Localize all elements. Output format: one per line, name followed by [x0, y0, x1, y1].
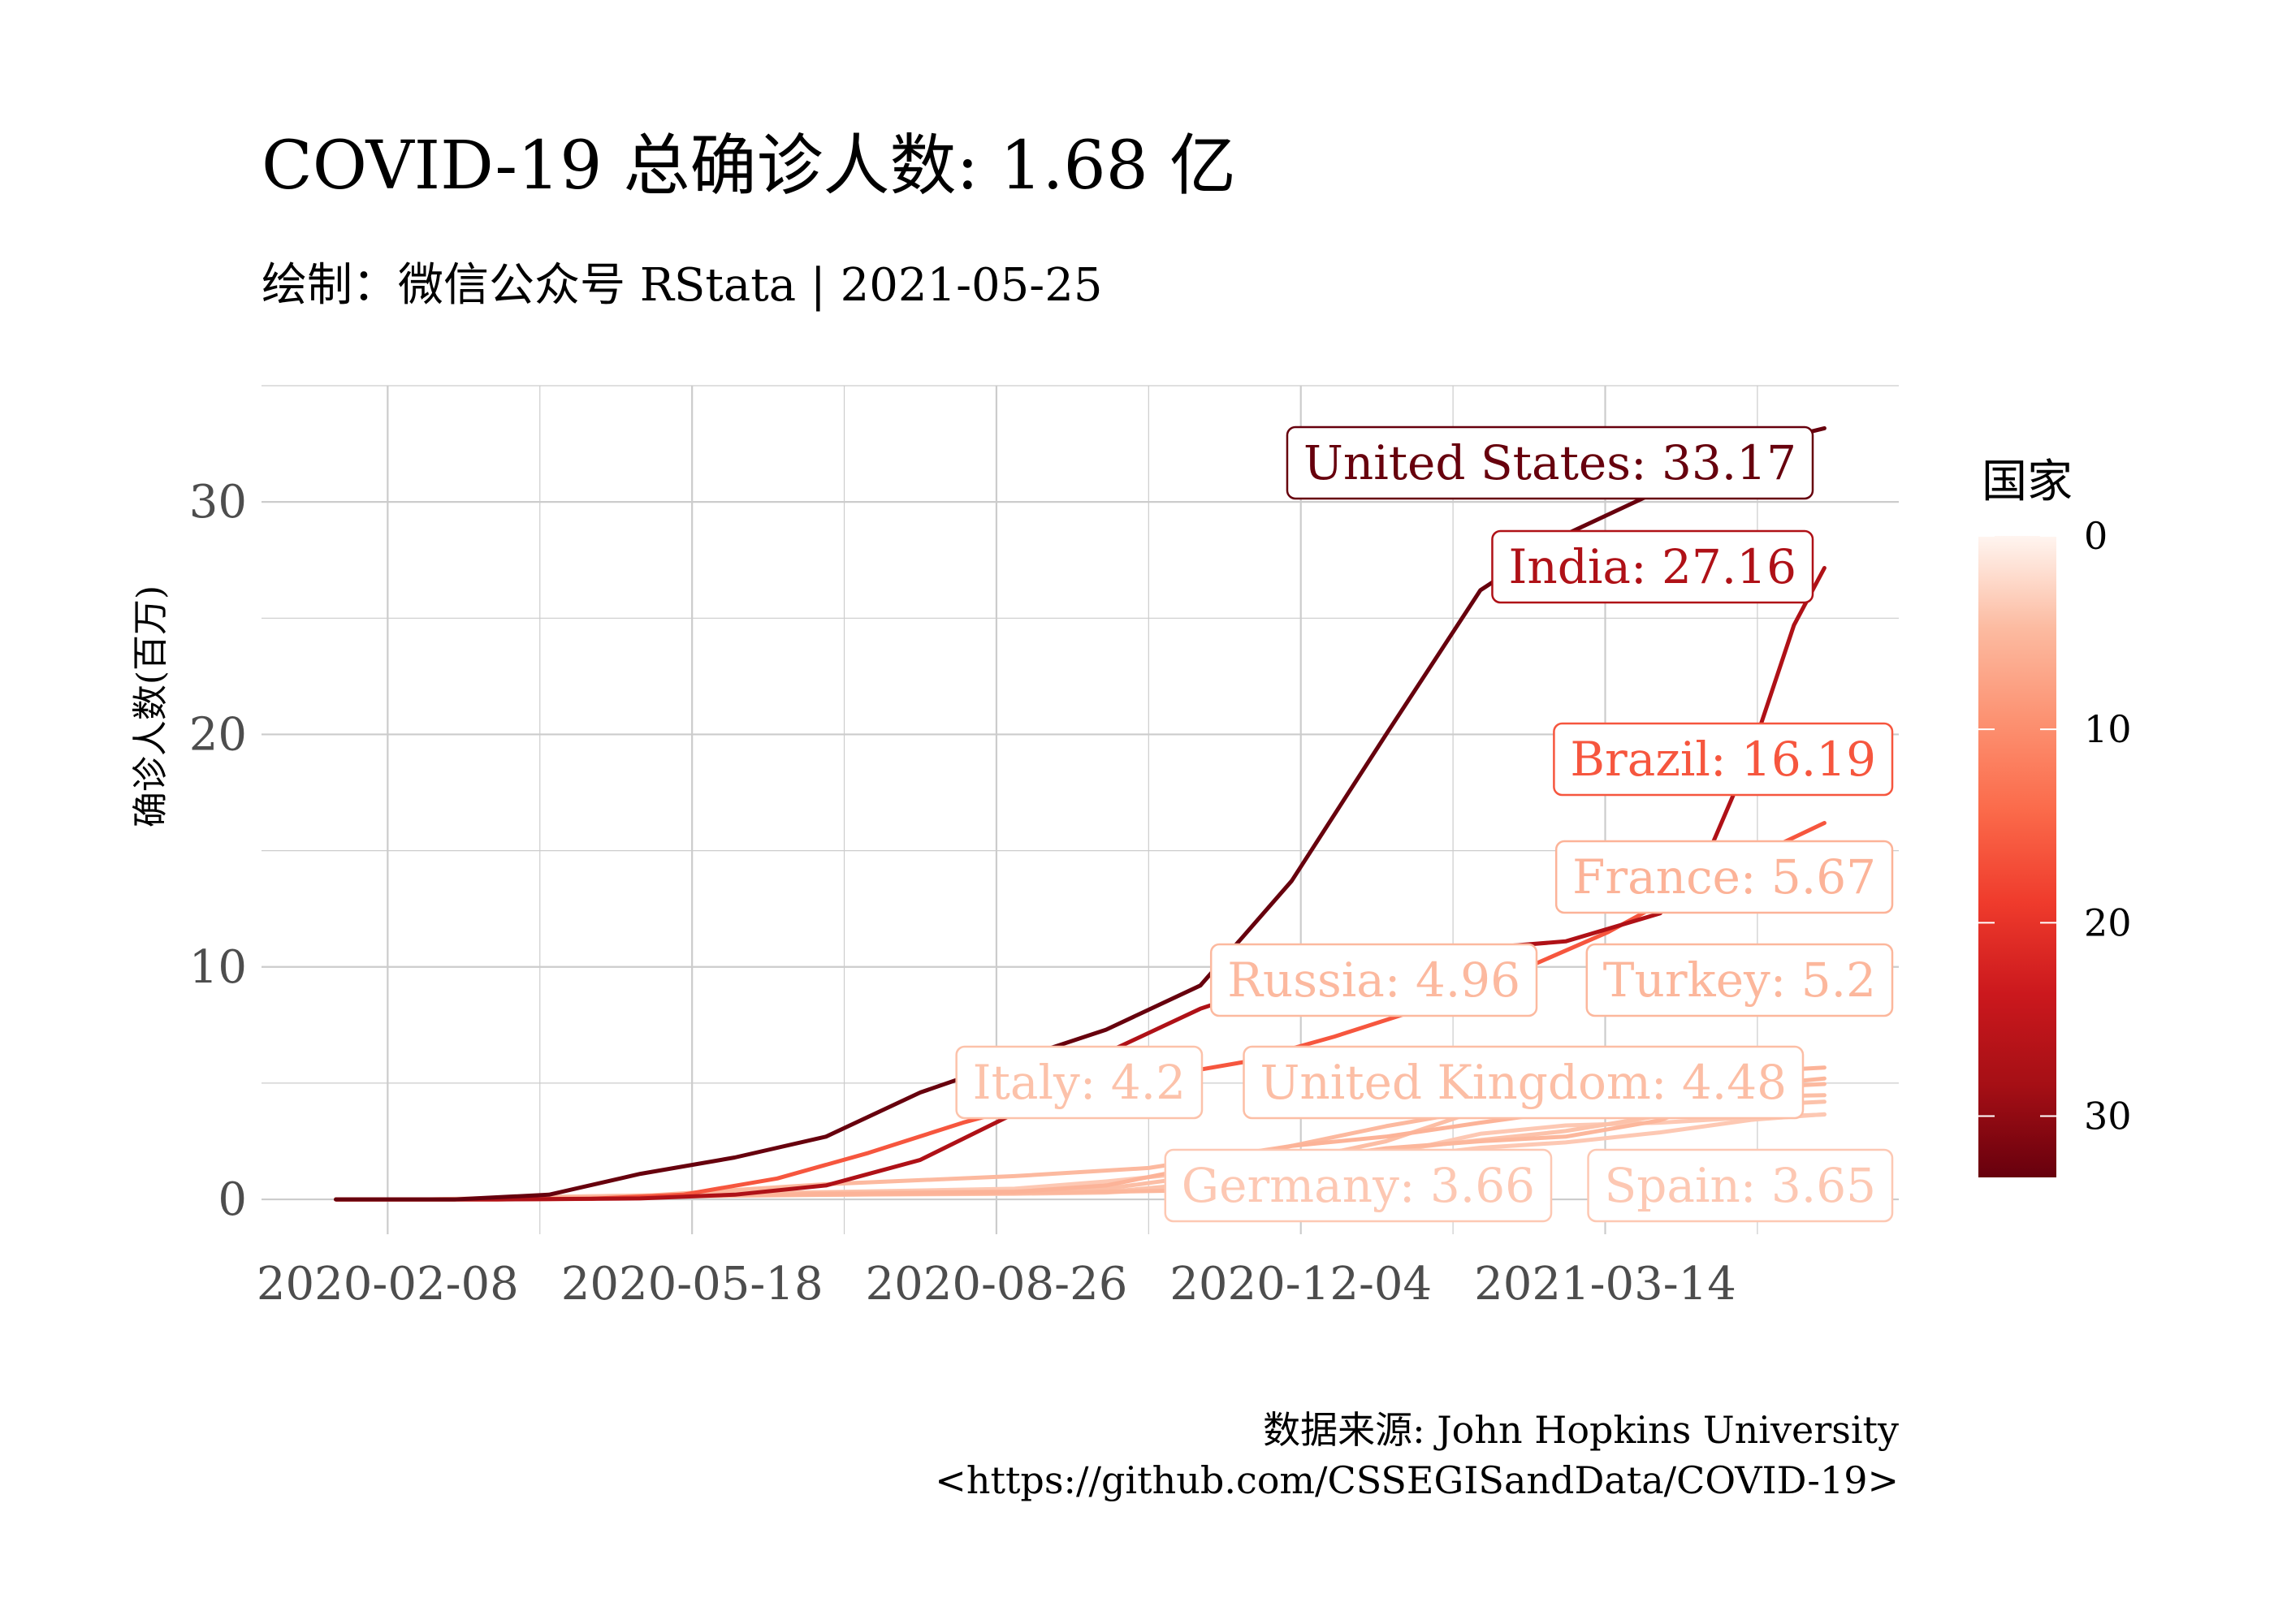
label-spain: Spain: 3.65: [1587, 1148, 1894, 1223]
label-france: France: 5.67: [1554, 840, 1894, 914]
series-labels: United States: 33.17 India: 27.16 Brazil: …: [955, 425, 1894, 1223]
y-tick-label: 30: [189, 476, 247, 529]
label-text: Italy: 4.2: [973, 1055, 1186, 1110]
y-tick-label: 10: [189, 941, 247, 994]
label-russia: Russia: 4.96: [1209, 943, 1538, 1017]
label-box: [1491, 529, 1814, 604]
label-text: United States: 33.17: [1303, 435, 1796, 490]
x-tick-label: 2021-03-14: [1474, 1258, 1736, 1311]
y-tick-label: 0: [218, 1173, 247, 1226]
label-italy: Italy: 4.2: [955, 1045, 1204, 1120]
legend-tick-label: 0: [2084, 514, 2108, 558]
label-text: Brazil: 16.19: [1570, 732, 1876, 787]
legend-colorbar: [1978, 536, 2056, 1177]
label-box: [1164, 1148, 1553, 1223]
legend-ticks: 0 10 20 30: [1978, 514, 2132, 1138]
x-tick-label: 2020-05-18: [561, 1258, 824, 1311]
label-germany: Germany: 3.66: [1164, 1148, 1553, 1223]
label-box: [955, 1045, 1204, 1120]
label-text: France: 5.67: [1572, 849, 1876, 905]
label-india: India: 27.16: [1491, 529, 1814, 604]
label-text: Germany: 3.66: [1182, 1158, 1535, 1213]
legend-tick-label: 10: [2084, 707, 2132, 751]
label-box: [1243, 1045, 1805, 1120]
chart-title: COVID-19 总确诊人数: 1.68 亿: [262, 127, 1236, 205]
axes: 0 10 20 30 2020-02-08 2020-05-18 2020-08-26 202…: [189, 476, 1736, 1311]
label-box: [1587, 1148, 1894, 1223]
caption-source: 数据来源: John Hopkins University: [1263, 1408, 1899, 1452]
label-text: Russia: 4.96: [1227, 952, 1520, 1008]
series-line-united-states: [334, 425, 1827, 1202]
caption-url: <https://github.com/CSSEGISandData/COVID…: [935, 1458, 1899, 1502]
legend-tick-label: 20: [2084, 901, 2132, 944]
label-brazil: Brazil: 16.19: [1553, 722, 1894, 797]
label-box: [1554, 840, 1894, 914]
y-axis-label: 确诊人数(百万): [130, 585, 171, 827]
legend-tick-label: 30: [2084, 1095, 2132, 1138]
label-turkey: Turkey: 5.2: [1585, 943, 1894, 1017]
legend-title: 国家: [1982, 456, 2073, 508]
x-tick-label: 2020-12-04: [1169, 1258, 1432, 1311]
chart-subtitle: 绘制：微信公众号 RStata | 2021-05-25: [262, 259, 1102, 312]
color-legend: 国家 0 10 20 30: [1978, 456, 2132, 1177]
label-text: United Kingdom: 4.48: [1260, 1055, 1787, 1110]
label-text: Spain: 3.65: [1605, 1158, 1876, 1213]
label-text: India: 27.16: [1508, 539, 1796, 594]
label-united-states: United States: 33.17: [1286, 425, 1814, 500]
x-tick-label: 2020-08-26: [865, 1258, 1127, 1311]
label-box: [1585, 943, 1894, 1017]
label-box: [1553, 722, 1894, 797]
label-text: Turkey: 5.2: [1603, 952, 1876, 1008]
label-box: [1209, 943, 1538, 1017]
x-tick-label: 2020-02-08: [257, 1258, 519, 1311]
label-united-kingdom: United Kingdom: 4.48: [1243, 1045, 1805, 1120]
label-box: [1286, 425, 1814, 500]
y-tick-label: 20: [189, 708, 247, 761]
